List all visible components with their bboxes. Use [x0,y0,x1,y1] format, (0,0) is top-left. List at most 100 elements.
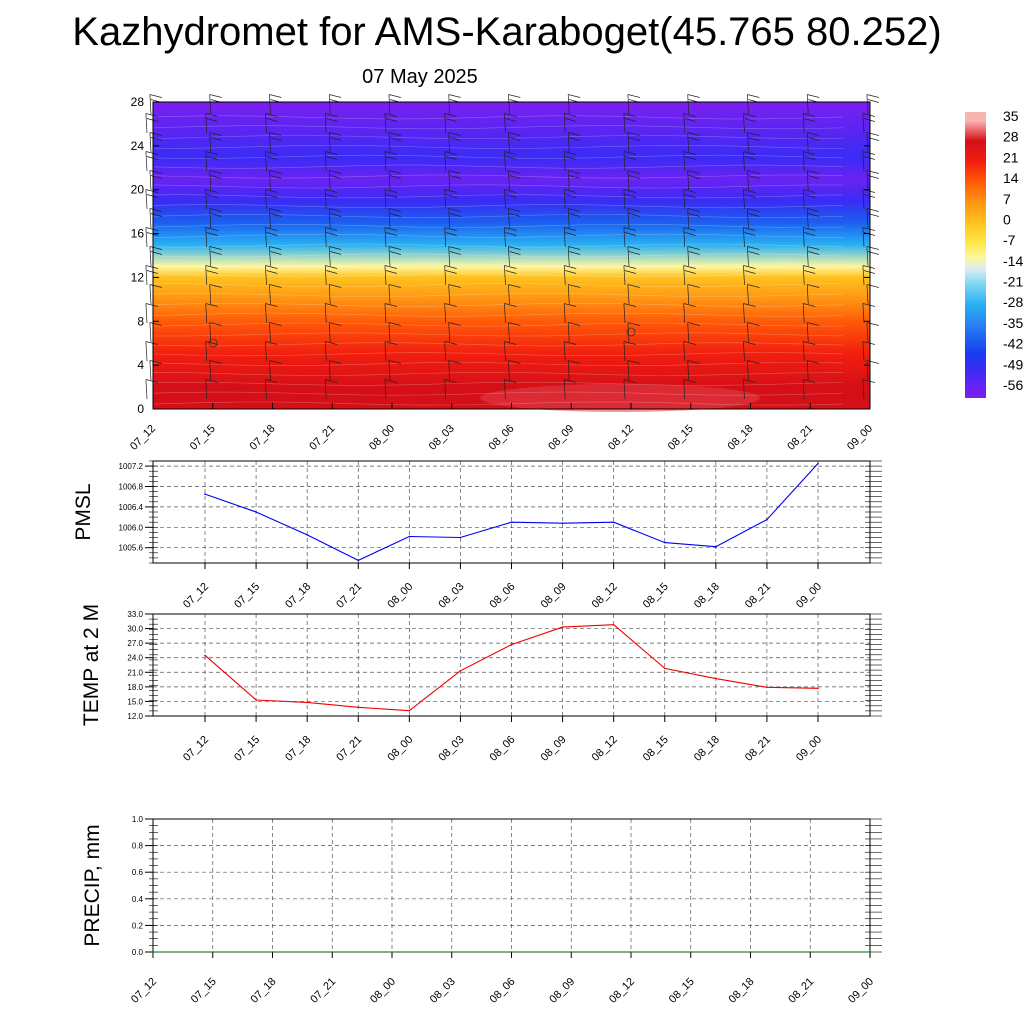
y-tick-label: 18.0 [127,683,143,692]
wind-barb-flag [744,194,756,198]
wind-barb-flag [329,208,342,212]
wind-barb-flag [389,213,401,217]
wind-barb [384,151,387,172]
wind-barb-flag [568,94,581,98]
wind-barb [508,322,510,343]
x-tick-label: 08_09 [546,423,576,453]
wind-barb [567,94,570,115]
wind-barb [866,132,869,153]
wind-barb-flag [209,170,222,174]
wind-barb-flag [205,227,218,231]
wind-barb-flag [568,246,581,250]
y-tick-label: 33.0 [127,610,143,619]
wind-barb-flag [269,94,282,98]
wind-barb-flag [804,232,816,236]
wind-barb-flag [508,360,521,364]
wind-barb [806,94,809,115]
wind-barb-flag [265,113,278,117]
wind-barb [567,132,570,153]
wind-barb [563,341,566,362]
wind-barb [683,379,686,400]
y-tick-label: 0.8 [132,842,144,851]
wind-barb-flag [209,284,222,288]
wind-barb [563,303,566,324]
y-tick-label: 1006.4 [119,503,144,512]
wind-barb-flag [624,156,636,160]
chart-date: 07 May 2025 [362,66,478,88]
wind-barb-flag [569,175,581,179]
x-tick-label: 07_12 [128,423,158,453]
wind-barb-flag [804,118,816,122]
wind-barb-flag [210,137,222,141]
wind-barb-flag [146,194,158,198]
wind-barb [567,170,570,191]
wind-barb [508,170,510,191]
wind-barb [747,208,749,229]
y-tick-label: 12.0 [127,712,143,721]
wind-barb-flag [683,189,696,193]
contour-line [152,312,844,317]
wind-barb [747,132,749,153]
wind-barb [209,322,212,343]
wind-barb [683,189,686,210]
wind-barb [687,170,690,191]
x-tick-label: 08_03 [428,976,458,1006]
data-point [630,951,632,953]
x-tick-label: 08_03 [427,423,457,453]
wind-barb [743,227,745,248]
wind-barb-flag [266,270,278,274]
data-point [817,687,819,690]
wind-barb-flag [269,170,282,174]
wind-barb [862,303,865,324]
wind-barb-flag [205,151,218,155]
data-point [715,677,717,680]
wind-barb-flag [683,379,696,383]
wind-barb [802,303,805,324]
wind-barb [209,284,212,305]
wind-barb-flag [449,175,461,179]
x-tick-label: 09_00 [845,423,875,453]
wind-barb [563,113,566,134]
x-tick-label: 09_00 [846,976,876,1006]
wind-barb-flag [505,194,517,198]
wind-barb-flag [747,170,760,174]
calm-marker [208,338,218,348]
wind-barb-flag [210,251,222,255]
wind-barb-flag [627,132,640,136]
x-tick-label: 08_18 [692,734,722,764]
wind-barb-flag [568,284,581,288]
wind-barb-flag [744,232,756,236]
x-tick-label: 07_12 [129,976,159,1006]
wind-barb [328,246,331,267]
wind-barb [627,170,630,191]
wind-barb-flag [743,113,756,117]
wind-barb-flag [205,379,218,383]
wind-barb [623,341,626,362]
wind-barb-flag [803,379,816,383]
wind-barb [384,113,387,134]
wind-barb-flag [269,360,282,364]
wind-barb-flag [448,208,461,212]
x-tick-label: 07_18 [248,423,278,453]
wind-barb-flag [384,189,397,193]
wind-barb-flag [748,175,760,179]
wind-barb [802,379,805,400]
data-point [152,951,154,953]
wind-barb [862,265,865,286]
wind-barb-flag [448,94,461,98]
wind-barb-flag [146,118,158,122]
wind-barb [149,246,152,267]
wind-barb [627,246,630,267]
wind-barb [324,189,327,210]
wind-barb-flag [863,156,875,160]
contour-line [152,233,844,238]
wind-barb-flag [145,303,158,307]
x-tick-label: 08_00 [385,734,415,764]
wind-barb [806,246,809,267]
y-tick-label: 24.0 [127,654,143,663]
wind-barb-flag [627,170,640,174]
wind-barb-flag [444,341,457,345]
wind-barb-flag [624,118,636,122]
colorbar-strip [965,112,986,398]
wind-barb [388,94,391,115]
